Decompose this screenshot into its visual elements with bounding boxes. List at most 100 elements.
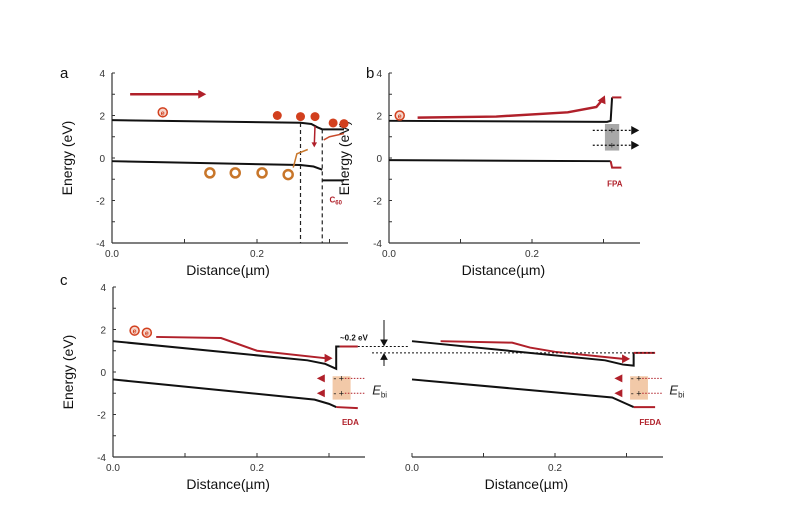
x-tick-label: 0.2 [250, 249, 264, 260]
y-tick-label: 4 [376, 69, 382, 80]
material-label: FEDA [639, 418, 661, 427]
y-tick-label: 4 [100, 283, 106, 294]
arrow-up-icon [380, 352, 388, 360]
y-tick-label: -4 [97, 453, 106, 464]
hole-dot [204, 167, 216, 179]
panel-c-left: 0.0 0.2 Distance(µm) 4 2 0 -2 -4 Energy (eV) [60, 283, 365, 492]
dipole-box [332, 376, 351, 400]
band-line-conduction [112, 340, 340, 371]
arrow-head-icon [324, 353, 333, 363]
arrow-head-icon [597, 95, 606, 105]
y-axis-title: Energy (eV) [59, 121, 75, 196]
y-axis-title: Energy (eV) [336, 121, 352, 196]
ebi-label: Ebi [669, 382, 684, 399]
arrow-down-icon [380, 339, 388, 347]
band-line-valence [411, 378, 635, 408]
band-line-conduction [388, 97, 614, 123]
x-tick-label: 0.2 [548, 463, 562, 474]
electron-label: e [398, 114, 402, 121]
electron-label: e [161, 110, 165, 117]
field-arrow-icon [316, 374, 325, 383]
material-subscript: 60 [335, 201, 342, 207]
y-tick-label: 4 [99, 69, 105, 80]
electron-label: e [145, 331, 149, 338]
band-line-conduction [411, 340, 635, 367]
band-line-valence [388, 159, 611, 163]
charge-signs: - + [631, 388, 642, 398]
x-tick-label: 0.0 [405, 463, 419, 474]
panel-c-right: 0.0 0.2 Distance(µm) [405, 453, 663, 492]
plus-sign: + [609, 140, 614, 150]
drift-arrow [417, 97, 605, 119]
y-tick-label: 2 [99, 112, 105, 123]
electron-dot [328, 118, 338, 128]
x-tick-label: 0.0 [106, 463, 120, 474]
material-label: EDA [342, 418, 359, 427]
y-axis-title: Energy (eV) [60, 335, 76, 410]
field-arrow-icon [614, 374, 623, 383]
drift-arrow [156, 335, 326, 360]
material-label-c60: C60 [330, 196, 343, 207]
arrow-head-icon [311, 142, 318, 148]
x-axis-title: Distance(µm) [186, 262, 270, 278]
band-line-valence [112, 378, 337, 408]
dipole-box [630, 376, 648, 400]
x-tick-label: 0.0 [382, 249, 396, 260]
x-tick-label: 0.2 [250, 463, 264, 474]
electron-label: e [133, 329, 137, 336]
panel-a: 0.0 0.2 Distance(µm) 4 2 0 -2 -4 Energy (eV) [59, 69, 348, 278]
x-tick-label: 0.0 [105, 249, 119, 260]
y-tick-label: -4 [373, 239, 382, 250]
hole-dot [229, 167, 241, 179]
field-arrow-icon [614, 389, 623, 398]
hole-transfer-arrow [292, 148, 309, 168]
y-tick-label: -2 [373, 197, 382, 208]
y-tick-label: 0 [99, 154, 105, 165]
hole-dot [256, 167, 268, 179]
offset-label: ~0.2 eV [340, 334, 368, 343]
transfer-arrow [313, 126, 316, 146]
x-tick-label: 0.2 [525, 249, 539, 260]
arrow-head-icon [631, 125, 640, 135]
arrow-head-icon [198, 89, 207, 99]
charge-signs: - + [333, 373, 344, 383]
y-tick-label: -2 [96, 197, 105, 208]
ebi-subscript: bi [678, 390, 684, 399]
band-line-valence [111, 160, 323, 171]
y-tick-label: 0 [100, 368, 106, 379]
transfer-arrow [323, 132, 345, 141]
electron-dot [272, 111, 282, 120]
field-arrow-icon [316, 389, 325, 398]
plus-sign: + [609, 125, 614, 135]
electron-icon [157, 107, 168, 118]
electron-icon [141, 327, 153, 338]
electron-icon [129, 325, 140, 336]
charge-signs: - + [631, 373, 642, 383]
ebi-label: Ebi [372, 382, 387, 399]
charge-signs: - + [333, 388, 344, 398]
panel-b: 0.0 0.2 Distance(µm) 4 2 0 -2 -4 Energy (eV) [336, 69, 640, 278]
y-tick-label: 2 [376, 112, 382, 123]
arrow-head-icon [622, 354, 631, 364]
y-tick-label: 2 [100, 326, 106, 337]
y-tick-label: -4 [96, 239, 105, 250]
material-label-fpa: FPA [607, 180, 623, 189]
electron-icon [394, 110, 405, 121]
x-axis-title: Distance(µm) [485, 476, 569, 492]
y-tick-label: 0 [376, 154, 382, 165]
x-axis-title: Distance(µm) [462, 262, 546, 278]
electron-dot [339, 119, 349, 129]
band-line-conduction [111, 119, 344, 131]
arrow-head-icon [631, 140, 640, 150]
ebi-subscript: bi [381, 390, 387, 399]
drift-arrow [440, 340, 624, 360]
y-tick-label: -2 [97, 411, 106, 422]
x-axis-title: Distance(µm) [186, 476, 270, 492]
panel-letter-b: b [366, 65, 374, 82]
band-line-valence-acceptor [609, 160, 622, 169]
panel-letter-a: a [60, 65, 69, 82]
dipole-box [604, 124, 620, 151]
hole-dot [282, 168, 294, 181]
electron-dot [310, 112, 320, 122]
